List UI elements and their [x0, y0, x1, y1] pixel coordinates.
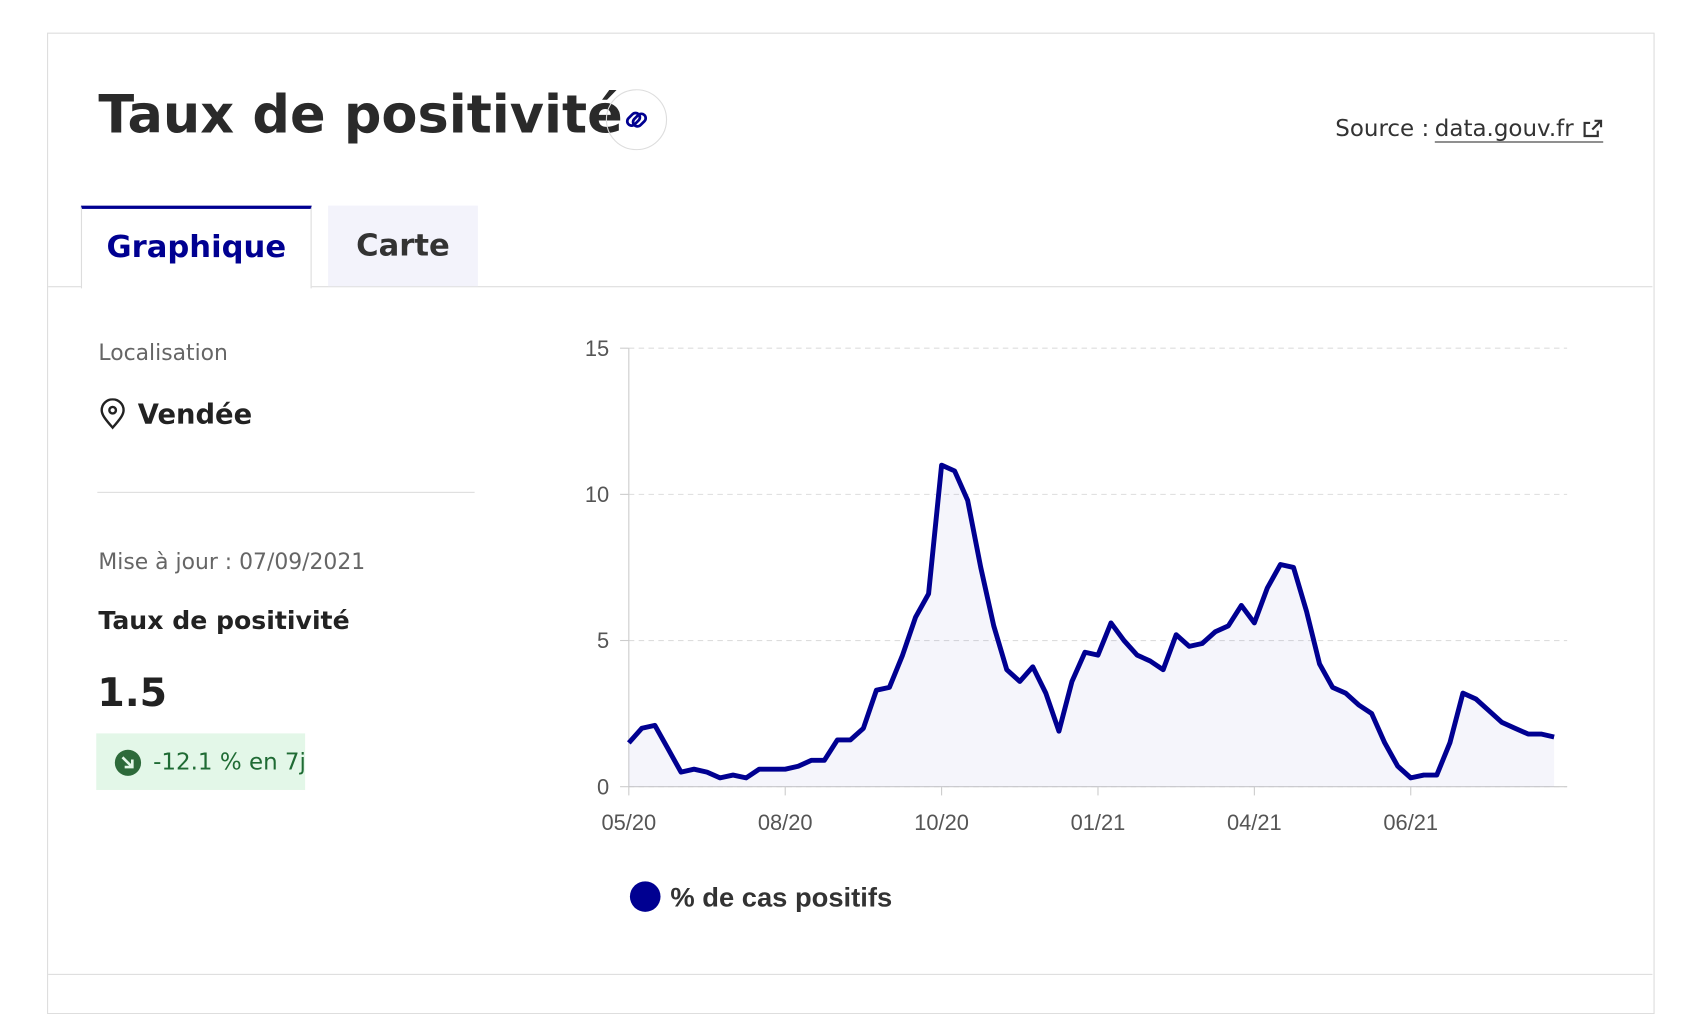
location-label: Localisation — [98, 339, 228, 366]
x-tick-label: 05/20 — [601, 810, 656, 835]
copy-link-button[interactable] — [605, 89, 668, 151]
page-title: Taux de positivité — [98, 84, 623, 146]
tab-active[interactable]: Graphique — [80, 205, 312, 289]
card-footer-line — [48, 973, 1653, 975]
indicator-value: 1.5 — [97, 671, 168, 716]
y-tick-label: 0 — [597, 774, 609, 799]
y-tick-label: 5 — [597, 628, 609, 653]
external-icon — [1583, 119, 1602, 138]
line-series — [626, 462, 1555, 781]
source-link[interactable]: data.gouv.fr — [1434, 115, 1603, 143]
divider — [97, 491, 475, 493]
x-tick-label: 10/20 — [914, 810, 969, 835]
page: Taux de positivité Source : data.gouv.fr… — [47, 32, 1655, 1014]
x-tick-label: 04/21 — [1227, 810, 1282, 835]
x-tick-label: 01/21 — [1071, 810, 1126, 835]
source-label: Source : — [1335, 115, 1430, 142]
indicator-label: Taux de positivité — [98, 607, 350, 636]
viewport: Taux de positivité Source : data.gouv.fr… — [47, 32, 1655, 1014]
y-tick-label: 15 — [585, 336, 609, 361]
tab-bar-line — [48, 286, 1653, 288]
x-tick-label: 08/20 — [758, 810, 813, 835]
source-link-text[interactable]: data.gouv.fr — [1434, 115, 1574, 142]
y-tick-label: 10 — [585, 482, 609, 507]
link-icon — [625, 111, 648, 128]
update-date: Mise à jour : 07/09/2021 — [98, 548, 366, 575]
area-fill — [628, 465, 1555, 787]
pin-icon — [100, 398, 125, 430]
legend-swatch — [629, 881, 661, 912]
chart: 0 5 10 15 05/20 08/20 10/20 01/21 04/21 06/21 % de… — [585, 336, 1568, 912]
change-text: -12.1 % en 7j — [153, 748, 306, 775]
tab[interactable]: Carte — [328, 205, 478, 287]
x-tick-label: 06/21 — [1383, 810, 1438, 835]
trend-icon — [114, 749, 142, 776]
location[interactable]: Vendée — [137, 398, 253, 430]
legend-label: % de cas positifs — [670, 881, 892, 912]
